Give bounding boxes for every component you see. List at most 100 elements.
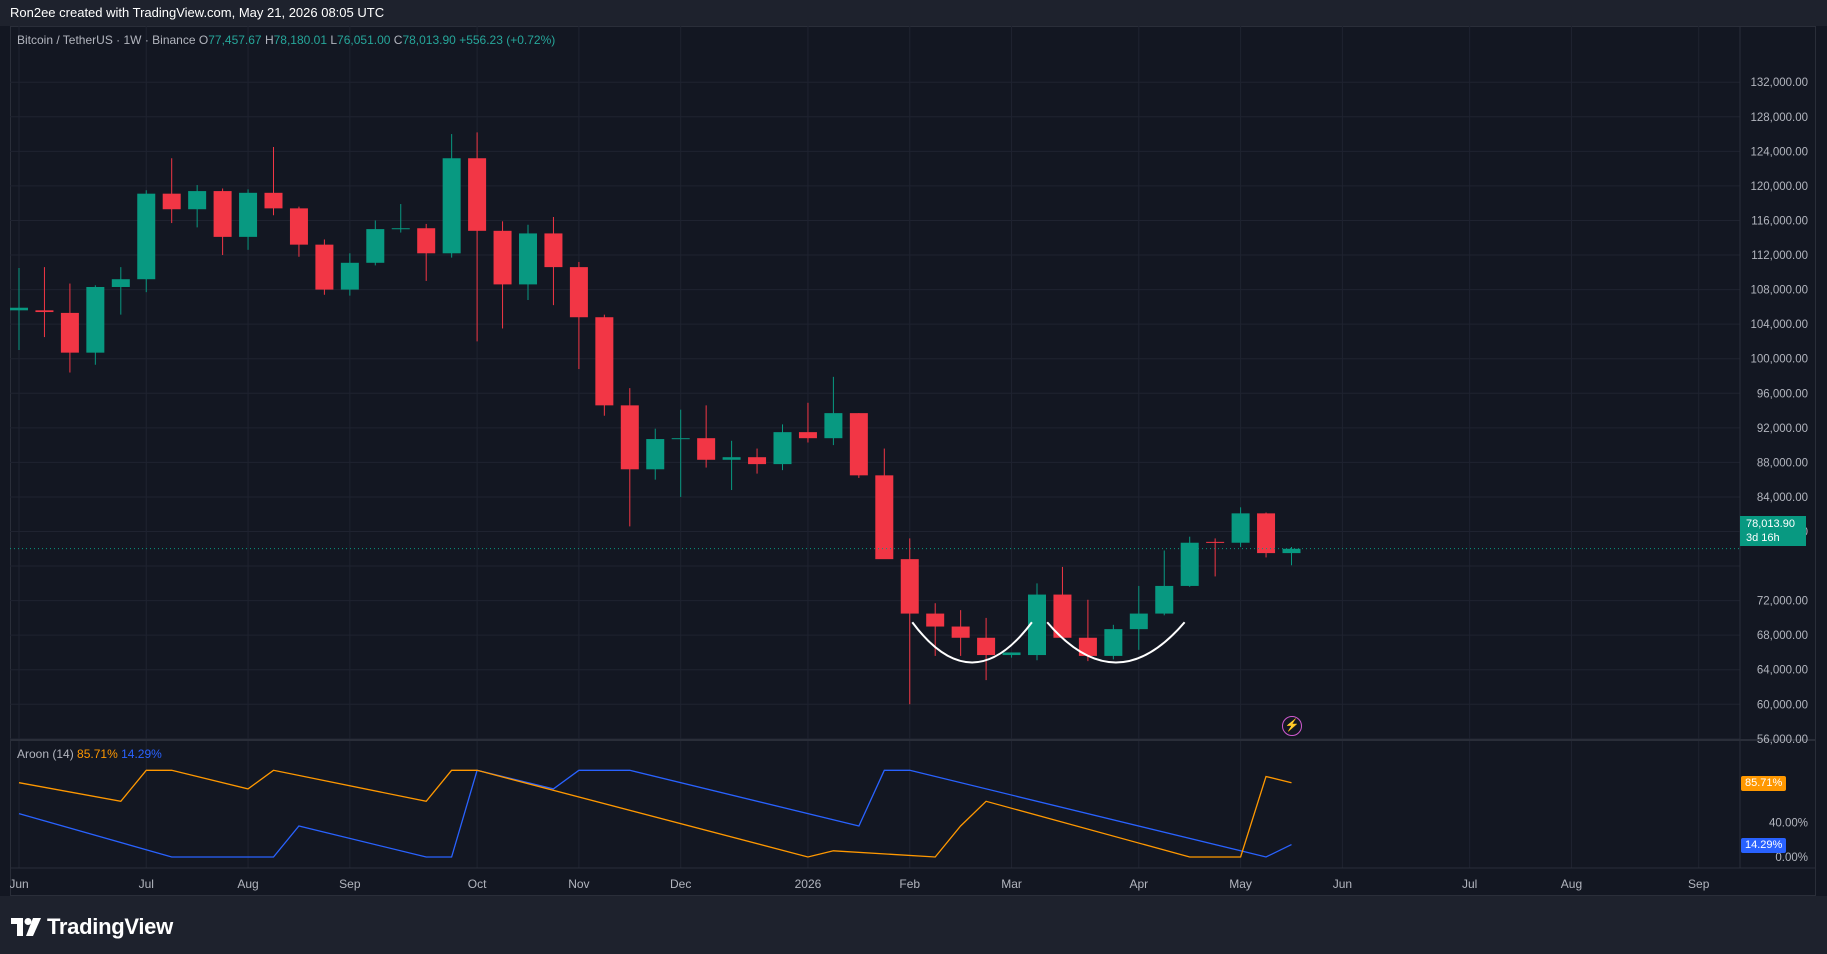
candle-body <box>10 307 28 311</box>
time-axis-label: Oct <box>468 877 487 891</box>
ohlc-legend: Bitcoin / TetherUS · 1W · Binance O77,45… <box>17 33 555 47</box>
current-price-value: 78,013.90 <box>1746 518 1795 530</box>
candle-body <box>442 158 461 254</box>
tradingview-logo-icon <box>11 918 41 936</box>
candle-body <box>1053 594 1072 638</box>
chart-frame <box>10 26 1816 896</box>
brand-name: TradingView <box>47 914 173 939</box>
price-axis-label: 128,000.00 <box>1750 112 1808 124</box>
price-axis-label: 68,000.00 <box>1757 630 1808 642</box>
aroon-legend[interactable]: Aroon (14) 85.71% 14.29% <box>17 747 162 761</box>
price-axis-label: 116,000.00 <box>1751 215 1808 227</box>
price-axis-label: 64,000.00 <box>1757 665 1808 677</box>
price-axis-label: 104,000.00 <box>1750 319 1808 331</box>
time-axis-label: Sep <box>339 877 361 891</box>
candle-body <box>748 457 767 465</box>
time-axis-label: Apr <box>1129 877 1148 891</box>
lightning-bolt-icon[interactable]: ⚡ <box>1282 716 1302 736</box>
aroon-title: Aroon (14) <box>17 747 74 761</box>
candle-body <box>289 208 308 245</box>
time-axis-label: Mar <box>1001 877 1022 891</box>
candle-body <box>1078 637 1097 656</box>
aroon-up-axis-badge: 85.71% <box>1741 775 1787 791</box>
candle-body <box>213 191 232 237</box>
candle-body <box>569 267 588 318</box>
price-axis-label: 132,000.00 <box>1750 77 1808 89</box>
candle-body <box>1155 585 1174 614</box>
time-axis-label: Dec <box>670 877 691 891</box>
candle-body <box>1282 548 1301 554</box>
time-axis-label: Jun <box>10 877 29 891</box>
candle-body <box>35 310 54 313</box>
price-axis-label: 60,000.00 <box>1757 699 1808 711</box>
ohlc-change: +556.23 (+0.72%) <box>459 33 556 47</box>
time-axis-label: Jul <box>1462 877 1477 891</box>
candle-body <box>697 438 716 460</box>
aroon-down-axis-badge: 14.29% <box>1741 837 1787 853</box>
aroon-up-line <box>18 769 1292 858</box>
candle-body <box>1180 542 1199 586</box>
aroon-down-value: 14.29% <box>121 747 162 761</box>
price-axis-label: 56,000.00 <box>1757 734 1808 746</box>
candle-body <box>366 229 385 263</box>
candle-body <box>849 413 868 476</box>
time-axis-label: Nov <box>568 877 589 891</box>
candle-body <box>162 193 181 210</box>
header-bar: Ron2ee created with TradingView.com, May… <box>0 0 1827 26</box>
footer-bar <box>0 896 1827 954</box>
chart-canvas[interactable]: 56,000.00 60,000.00 64,000.00 68,000.00 72,0… <box>10 26 1816 896</box>
price-axis-label: 120,000.00 <box>1750 181 1808 193</box>
candle-body <box>900 559 919 614</box>
candle-body <box>722 457 741 460</box>
candle-body <box>1257 513 1276 554</box>
time-axis-label: Aug <box>1561 877 1582 891</box>
candle-body <box>1002 652 1021 656</box>
time-axis-label: Sep <box>1688 877 1710 891</box>
time-axis-label: 2026 <box>795 877 822 891</box>
candle-body <box>417 228 436 254</box>
aroon-axis-label: 40.00% <box>1769 817 1808 829</box>
aroon-down-line <box>18 769 1292 858</box>
candle-body <box>60 312 79 353</box>
candle-body <box>315 244 334 290</box>
ohlc-open: O77,457.67 <box>198 33 262 47</box>
candle-body <box>773 432 792 465</box>
candle-body <box>1104 629 1123 656</box>
current-price-label: 78,013.90 3d 16h <box>1740 516 1806 546</box>
price-axis-label: 108,000.00 <box>1750 285 1808 297</box>
candle-body <box>595 317 614 406</box>
price-axis-label: 92,000.00 <box>1757 423 1808 435</box>
chart-credit: Ron2ee created with TradingView.com, May… <box>10 5 385 20</box>
candle-body <box>468 158 487 231</box>
candle-body <box>951 626 970 638</box>
candle-body <box>519 233 537 285</box>
price-axis-label: 88,000.00 <box>1757 457 1808 469</box>
price-axis-label: 96,000.00 <box>1757 388 1808 400</box>
candle-body <box>340 262 359 290</box>
price-axis-label: 84,000.00 <box>1757 492 1808 504</box>
candle-body <box>1231 513 1250 543</box>
candle-body <box>1206 541 1225 543</box>
candle-body <box>798 432 817 439</box>
candle-body <box>544 233 563 268</box>
double-bottom-arc <box>911 621 1033 664</box>
time-axis-label: Aug <box>237 877 258 891</box>
candle-body <box>239 192 258 237</box>
candle-body <box>391 228 410 230</box>
candle-body <box>671 438 690 440</box>
ohlc-close: C78,013.90 <box>393 33 456 47</box>
candle-body <box>824 413 843 439</box>
time-axis-label: Jul <box>139 877 154 891</box>
candle-body <box>646 439 665 470</box>
price-axis-label: 112,000.00 <box>1751 250 1808 262</box>
candle-body <box>875 475 894 560</box>
symbol-title[interactable]: Bitcoin / TetherUS · 1W · Binance <box>17 33 196 47</box>
price-axis-label: 72,000.00 <box>1757 596 1808 608</box>
candle-body <box>1129 613 1148 630</box>
bar-countdown: 3d 16h <box>1746 532 1780 544</box>
tradingview-logo[interactable]: TradingView <box>11 914 173 940</box>
candle-body <box>111 279 130 287</box>
aroon-up-value: 85.71% <box>77 747 118 761</box>
candle-body <box>188 191 207 210</box>
candle-body <box>86 286 105 353</box>
